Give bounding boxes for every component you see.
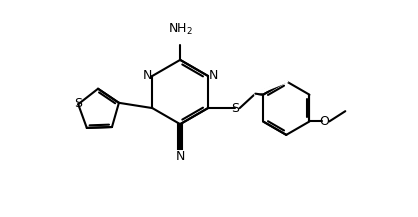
Text: NH$_2$: NH$_2$ (168, 22, 193, 37)
Text: N: N (176, 150, 185, 163)
Text: N: N (142, 69, 152, 82)
Text: O: O (319, 115, 329, 128)
Text: S: S (74, 97, 82, 110)
Text: N: N (209, 69, 218, 82)
Text: S: S (231, 102, 239, 115)
